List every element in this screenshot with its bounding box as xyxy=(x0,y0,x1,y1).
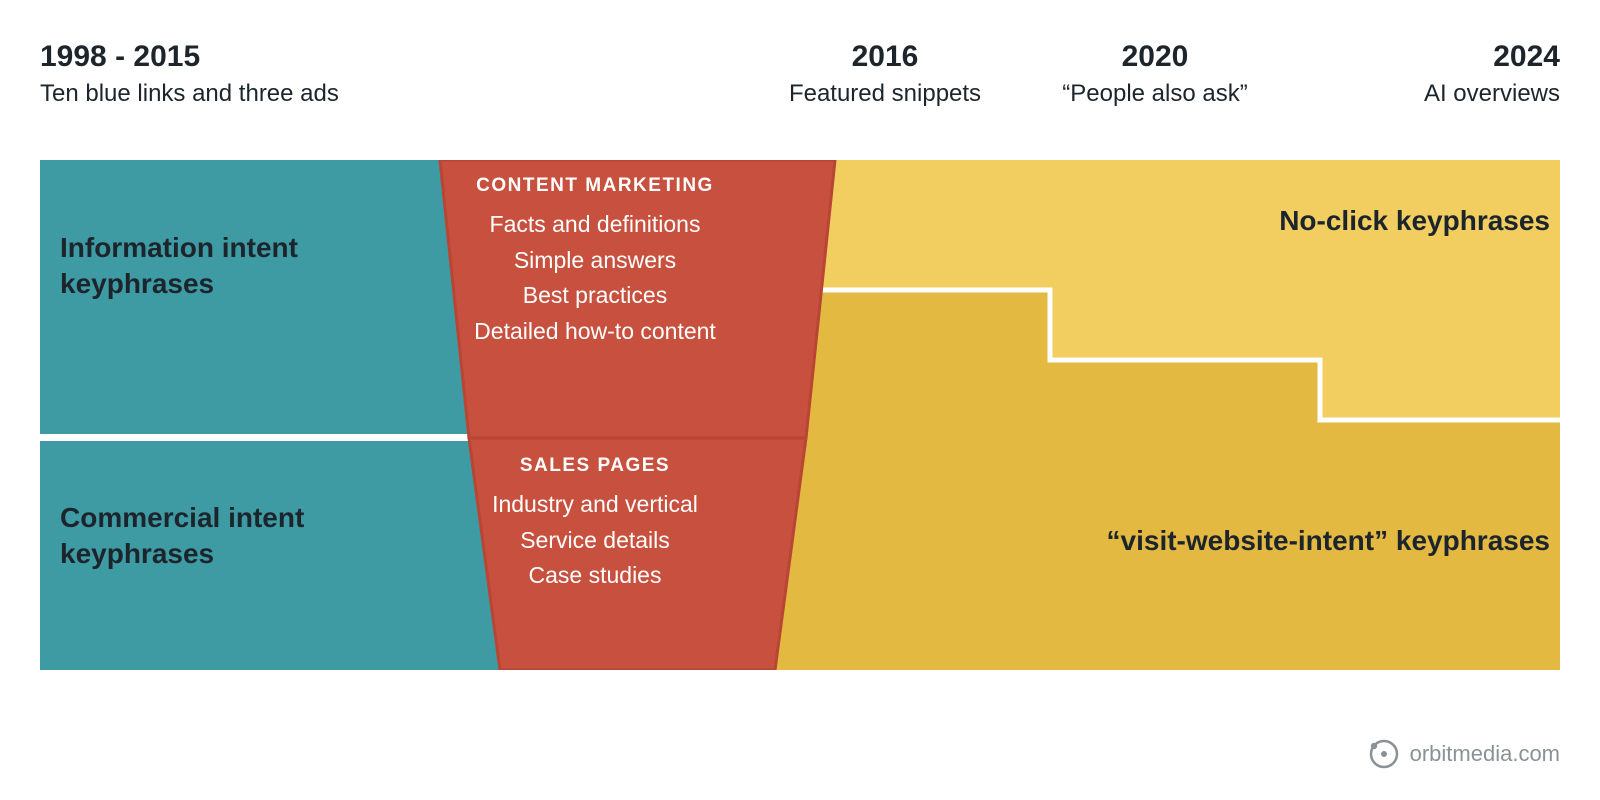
era-1998: 1998 - 2015 Ten blue links and three ads xyxy=(40,40,750,108)
funnel-item: Best practices xyxy=(400,278,790,314)
era-subtitle: Ten blue links and three ads xyxy=(40,80,750,108)
funnel-item: Simple answers xyxy=(400,243,790,279)
funnel-item: Facts and definitions xyxy=(400,207,790,243)
era-year: 2020 xyxy=(1020,40,1290,74)
funnel-top-text: CONTENT MARKETING Facts and definitions … xyxy=(400,175,790,350)
era-subtitle: Featured snippets xyxy=(750,80,1020,108)
era-2024: 2024 AI overviews xyxy=(1290,40,1560,108)
era-subtitle: AI overviews xyxy=(1290,80,1560,108)
commercial-intent-label: Commercial intent keyphrases xyxy=(60,500,360,573)
credit-text: orbitmedia.com xyxy=(1410,741,1560,767)
info-intent-label: Information intent keyphrases xyxy=(60,230,360,303)
funnel-item: Industry and vertical xyxy=(415,487,775,523)
funnel-bottom-title: SALES PAGES xyxy=(415,455,775,477)
era-2020: 2020 “People also ask” xyxy=(1020,40,1290,108)
funnel-item: Case studies xyxy=(415,558,775,594)
era-year: 2024 xyxy=(1290,40,1560,74)
era-year: 1998 - 2015 xyxy=(40,40,750,74)
funnel-top-title: CONTENT MARKETING xyxy=(400,175,790,197)
era-subtitle: “People also ask” xyxy=(1020,80,1290,108)
timeline-header: 1998 - 2015 Ten blue links and three ads… xyxy=(40,40,1560,108)
no-click-label: No-click keyphrases xyxy=(1279,205,1550,237)
funnel-bottom-text: SALES PAGES Industry and vertical Servic… xyxy=(415,455,775,594)
infographic-root: 1998 - 2015 Ten blue links and three ads… xyxy=(0,0,1600,800)
era-right-group: 2016 Featured snippets 2020 “People also… xyxy=(750,40,1560,108)
orbit-icon xyxy=(1368,738,1400,770)
era-2016: 2016 Featured snippets xyxy=(750,40,1020,108)
funnel-item: Service details xyxy=(415,523,775,559)
visit-website-label: “visit-website-intent” keyphrases xyxy=(1107,525,1550,557)
credit: orbitmedia.com xyxy=(1368,738,1560,770)
funnel-item: Detailed how-to content xyxy=(400,314,790,350)
era-year: 2016 xyxy=(750,40,1020,74)
